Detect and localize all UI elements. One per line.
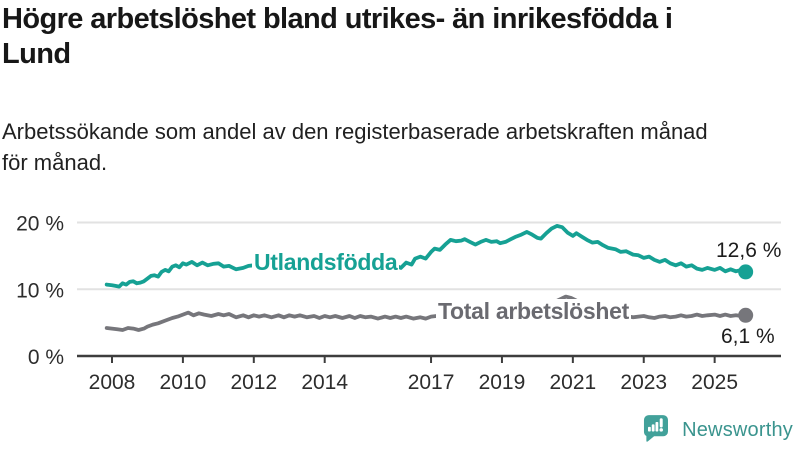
series-label-total-arbetsloshet: Total arbetslöshet	[436, 298, 631, 324]
x-axis-label-2014: 2014	[301, 371, 348, 394]
y-axis-label-0pct: 0 %	[28, 346, 64, 369]
series-end-dot-utlandsfodda	[738, 264, 754, 280]
x-axis-label-2023: 2023	[620, 371, 667, 394]
newsworthy-logo: Newsworthy	[643, 413, 793, 447]
newsworthy-wordmark: Newsworthy	[682, 418, 793, 441]
end-value-label-total-arbetsloshet: 6,1 %	[721, 325, 775, 348]
x-axis-label-2021: 2021	[549, 371, 596, 394]
chart-subtitle: Arbetssökande som andel av den registerb…	[2, 119, 708, 175]
y-axis-label-20pct: 20 %	[16, 213, 64, 236]
x-axis-label-2008: 2008	[89, 371, 136, 394]
series-label-utlandsfodda: Utlandsfödda	[252, 249, 400, 275]
x-axis-label-2010: 2010	[160, 371, 207, 394]
y-axis-label-10pct: 10 %	[16, 279, 64, 302]
series-line-utlandsfodda	[104, 223, 748, 289]
series-end-dot-total-arbetsloshet	[738, 307, 754, 323]
chart-title: Högre arbetslöshet bland utrikes- än inr…	[2, 3, 673, 70]
x-axis-label-2019: 2019	[479, 371, 526, 394]
x-axis-label-2012: 2012	[230, 371, 277, 394]
series-line-total-arbetsloshet	[104, 294, 748, 332]
line-chart-plot: 0 % 10 % 20 % 2008 2010 2012 2014 2017 2019 2021 2…	[16, 213, 781, 394]
icon-bars-and-exclamation	[648, 418, 664, 432]
newsworthy-chart-bubble-icon	[644, 415, 669, 442]
end-value-label-utlandsfodda: 12,6 %	[716, 239, 782, 262]
x-axis-label-2025: 2025	[691, 371, 738, 394]
x-axis-label-2017: 2017	[408, 371, 455, 394]
